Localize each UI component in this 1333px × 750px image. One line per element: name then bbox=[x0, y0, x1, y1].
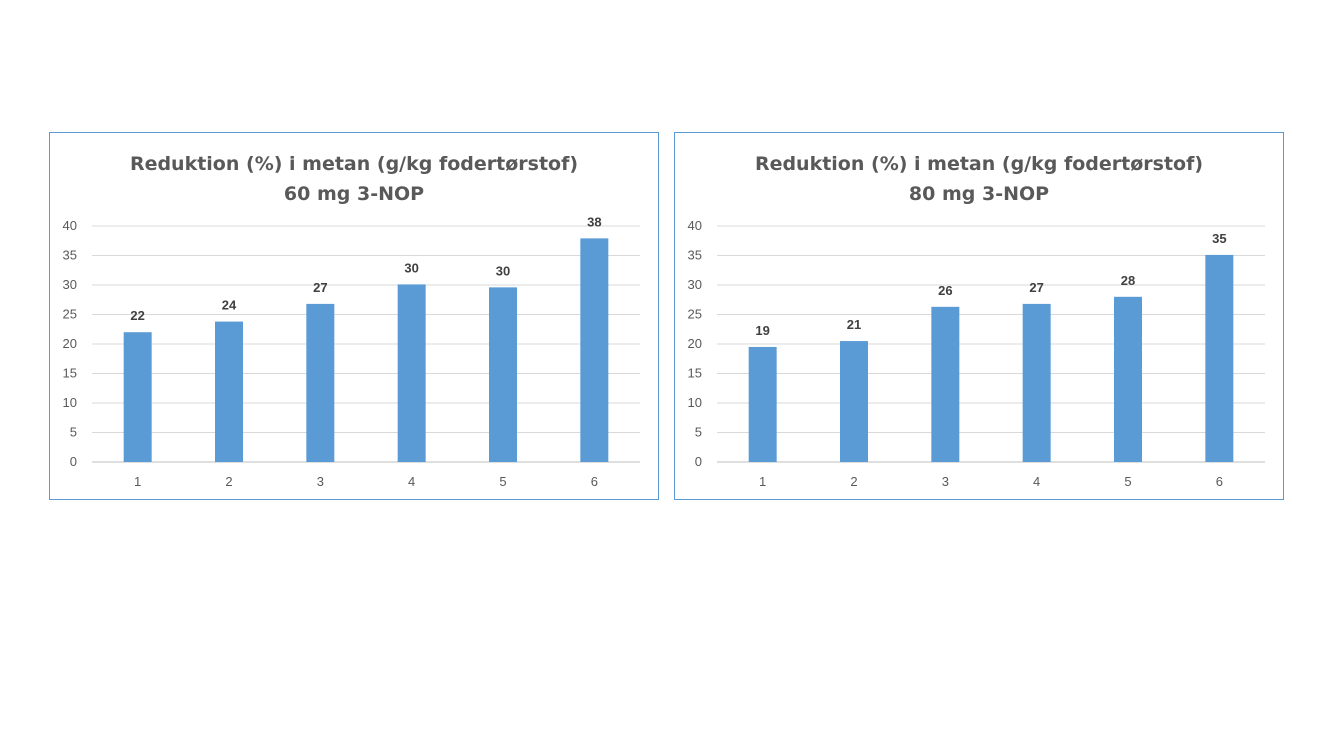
bar bbox=[1114, 296, 1142, 462]
bar bbox=[1205, 254, 1234, 462]
y-tick-label: 10 bbox=[688, 395, 702, 410]
y-tick-label: 10 bbox=[63, 395, 77, 410]
bar bbox=[931, 306, 960, 462]
x-tick-label: 1 bbox=[759, 474, 766, 489]
bar bbox=[489, 287, 517, 462]
y-tick-label: 40 bbox=[63, 218, 77, 233]
data-label: 19 bbox=[755, 323, 769, 338]
chart-title-block: Reduktion (%) i metan (g/kg fodertørstof… bbox=[50, 149, 658, 209]
data-label: 27 bbox=[1029, 280, 1043, 295]
bar bbox=[748, 346, 777, 462]
x-tick-label: 5 bbox=[1124, 474, 1131, 489]
bar bbox=[397, 284, 426, 462]
data-label: 30 bbox=[496, 263, 510, 278]
x-tick-label: 3 bbox=[317, 474, 324, 489]
y-tick-label: 30 bbox=[63, 277, 77, 292]
data-label: 30 bbox=[404, 260, 418, 275]
chart-panel-60mg: Reduktion (%) i metan (g/kg fodertørstof… bbox=[49, 132, 659, 500]
data-label: 38 bbox=[587, 214, 601, 229]
y-tick-label: 20 bbox=[688, 336, 702, 351]
bar bbox=[580, 238, 609, 462]
y-tick-label: 0 bbox=[70, 454, 77, 469]
bar bbox=[1022, 303, 1051, 462]
data-label: 35 bbox=[1212, 231, 1226, 246]
chart-title-block: Reduktion (%) i metan (g/kg fodertørstof… bbox=[675, 149, 1283, 209]
bar bbox=[123, 332, 152, 462]
x-tick-label: 6 bbox=[1216, 474, 1223, 489]
y-tick-label: 35 bbox=[63, 248, 77, 263]
x-tick-label: 3 bbox=[942, 474, 949, 489]
data-label: 22 bbox=[130, 308, 144, 323]
bar-chart-60mg: 0 5 10 15 20 25 30 35 40 22 1 24 2 27 3 30 4 30 5 38 6 bbox=[63, 214, 640, 489]
y-tick-label: 15 bbox=[688, 366, 702, 381]
x-tick-label: 2 bbox=[850, 474, 857, 489]
bar bbox=[840, 341, 868, 462]
data-label: 24 bbox=[222, 298, 237, 313]
chart-title: Reduktion (%) i metan (g/kg fodertørstof… bbox=[754, 153, 1204, 175]
y-tick-label: 5 bbox=[695, 425, 702, 440]
y-tick-label: 0 bbox=[695, 454, 702, 469]
y-tick-label: 20 bbox=[63, 336, 77, 351]
chart-panel-80mg: Reduktion (%) i metan (g/kg fodertørstof… bbox=[674, 132, 1284, 500]
x-tick-label: 5 bbox=[499, 474, 506, 489]
data-label: 26 bbox=[938, 283, 952, 298]
data-label: 21 bbox=[847, 317, 861, 332]
chart-subtitle: 80 mg 3-NOP bbox=[908, 183, 1050, 205]
bar bbox=[306, 303, 335, 462]
chart-subtitle: 60 mg 3-NOP bbox=[283, 183, 425, 205]
data-label: 27 bbox=[313, 280, 327, 295]
y-tick-label: 5 bbox=[70, 425, 77, 440]
data-label: 28 bbox=[1121, 273, 1135, 288]
y-tick-label: 25 bbox=[688, 307, 702, 322]
chart-title: Reduktion (%) i metan (g/kg fodertørstof… bbox=[129, 153, 579, 175]
y-tick-label: 15 bbox=[63, 366, 77, 381]
y-tick-label: 30 bbox=[688, 277, 702, 292]
x-tick-label: 2 bbox=[225, 474, 232, 489]
x-tick-label: 1 bbox=[134, 474, 141, 489]
y-tick-label: 40 bbox=[688, 218, 702, 233]
x-tick-label: 4 bbox=[1033, 474, 1040, 489]
x-tick-label: 4 bbox=[408, 474, 415, 489]
y-tick-label: 35 bbox=[688, 248, 702, 263]
y-tick-label: 25 bbox=[63, 307, 77, 322]
bar-chart-80mg: 0 5 10 15 20 25 30 35 40 19 1 21 2 26 3 27 4 28 5 35 6 bbox=[688, 218, 1265, 489]
bar bbox=[215, 321, 243, 462]
x-tick-label: 6 bbox=[591, 474, 598, 489]
